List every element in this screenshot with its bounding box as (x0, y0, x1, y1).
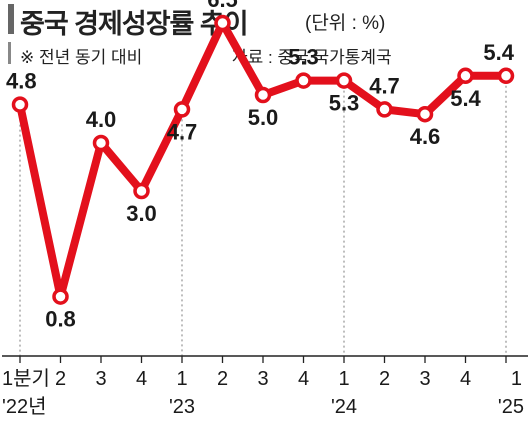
data-label: 5.4 (450, 86, 481, 111)
data-label: 3.0 (126, 201, 157, 226)
x-tick-label: 4 (460, 368, 471, 390)
series-line (16, 19, 510, 301)
data-point (173, 101, 191, 118)
data-label: 5.0 (248, 105, 279, 130)
data-label: 5.4 (483, 40, 514, 65)
data-point (457, 67, 474, 85)
data-label: 4.7 (369, 73, 400, 98)
data-label: 4.0 (86, 107, 117, 132)
data-label: 5.3 (288, 45, 319, 70)
x-tick-label: 1 (176, 368, 187, 390)
data-point (133, 182, 150, 200)
year-label: '24 (331, 396, 357, 418)
x-tick-label: 1 (511, 368, 522, 390)
x-tick-label: 1 (338, 368, 349, 390)
year-label: '22년 (2, 395, 46, 418)
data-point (335, 72, 353, 89)
comparison-note: ※ 전년 동기 대비 (20, 48, 143, 67)
subtitle-accent-bar (8, 42, 11, 64)
unit-label: (단위 : %) (305, 13, 386, 34)
chart-title: 중국 경제성장률 추이 (20, 9, 249, 39)
data-point (52, 288, 69, 305)
data-label: 6.5 (207, 0, 238, 12)
data-label: 4.6 (410, 124, 441, 149)
x-tick-label: 3 (257, 368, 268, 390)
x-tick-label: 2 (379, 368, 390, 390)
x-tick-label: 3 (95, 368, 106, 390)
data-point (11, 96, 29, 113)
data-point (497, 67, 515, 85)
x-tick-label: 4 (298, 368, 309, 390)
data-point (214, 14, 231, 32)
data-label: 5.3 (329, 91, 360, 116)
data-point (376, 101, 393, 118)
x-tick-label: 1분기 (2, 367, 50, 390)
year-label: '25 (498, 396, 524, 418)
year-label: '23 (169, 396, 195, 418)
x-tick-label: 2 (217, 368, 228, 390)
source-label: 자료 : 중국 국가통계국 (232, 48, 392, 67)
x-tick-label: 2 (55, 368, 66, 390)
data-point (416, 105, 434, 123)
data-point (92, 134, 110, 152)
x-tick-label: 4 (136, 368, 147, 390)
x-tick-label: 3 (419, 368, 430, 390)
data-point (254, 86, 272, 104)
data-label: 4.8 (6, 69, 37, 94)
data-label: 0.8 (45, 307, 76, 332)
data-point (295, 72, 312, 89)
data-label: 4.7 (167, 119, 198, 144)
title-accent-bar (8, 4, 14, 34)
